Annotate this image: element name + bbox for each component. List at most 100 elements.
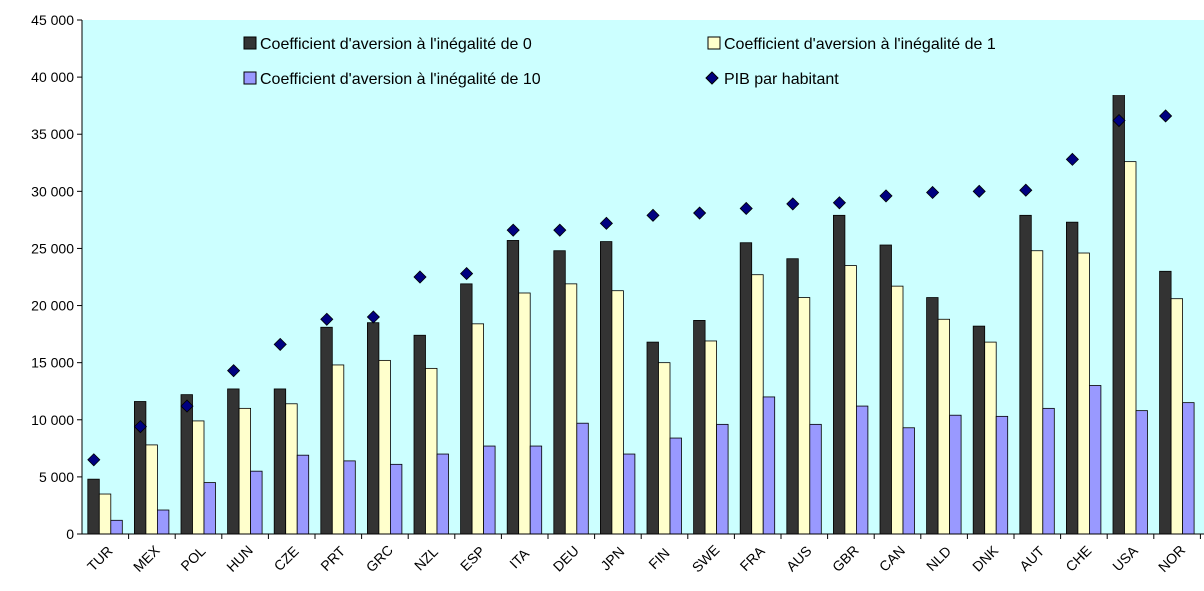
x-tick-label-pol: POL <box>177 543 208 574</box>
x-axis: TUR MEX POL HUN CZE PRT GRC NZL ESP ITA DEU JPN FIN S… <box>82 533 1204 576</box>
bar-nzl-series-1 <box>413 334 426 535</box>
x-tick-label-che: CHE <box>1062 542 1094 574</box>
y-tick-label: 10 000 <box>31 412 74 428</box>
legend-label-series-1: Coefficient d'aversion à l'inégalité de … <box>260 36 532 53</box>
bar-pol-series-2 <box>192 420 205 535</box>
bar-gbr-series-1 <box>833 214 846 535</box>
y-tick-label: 5 000 <box>39 469 74 485</box>
bar-hun-series-3 <box>250 470 263 535</box>
bar-nld-series-2 <box>937 318 950 535</box>
marker-fra-pib <box>739 201 753 216</box>
marker-ita-pib <box>506 223 520 237</box>
bar-aus-series-3 <box>809 423 822 535</box>
markers-layer <box>87 109 1173 467</box>
marker-aut-pib <box>1019 183 1033 197</box>
bar-nzl-series-2 <box>425 367 438 535</box>
x-tick-label-aut: AUT <box>1016 543 1047 574</box>
y-tick-label: 45 000 <box>31 12 74 28</box>
bar-deu-series-3 <box>576 422 589 535</box>
bar-tur-series-1 <box>87 478 100 535</box>
marker-aus-pib <box>786 197 800 211</box>
bar-dnk-series-2 <box>984 341 997 535</box>
marker-swe-pib <box>693 206 707 220</box>
x-tick-label-fra: FRA <box>737 542 769 574</box>
bar-hun-series-1 <box>227 388 240 535</box>
y-tick-label: 0 <box>66 526 74 542</box>
bar-esp-series-2 <box>471 323 485 535</box>
bar-grc-series-1 <box>366 322 380 535</box>
x-tick-label-fin: FIN <box>645 545 672 572</box>
marker-hun-pib <box>227 364 241 378</box>
legend-swatch-series-2 <box>707 36 721 50</box>
x-tick-label-grc: GRC <box>363 542 396 575</box>
bar-nor-series-2 <box>1170 298 1183 535</box>
bar-aus-series-2 <box>797 297 811 535</box>
marker-nor-pib <box>1159 109 1173 123</box>
plot-area <box>82 20 1204 534</box>
bar-deu-series-2 <box>564 283 578 535</box>
y-axis: 0 5 000 10 000 15 000 20 000 25 000 30 000 35 0… <box>31 12 83 542</box>
y-tick-label: 35 000 <box>31 126 74 142</box>
bar-esp-series-3 <box>483 445 496 535</box>
bar-nor-series-1 <box>1159 270 1172 535</box>
bar-prt-series-3 <box>343 460 356 535</box>
y-tick-label: 40 000 <box>31 69 74 85</box>
bar-aut-series-3 <box>1042 407 1055 535</box>
bar-deu-series-1 <box>553 250 566 535</box>
bar-prt-series-2 <box>331 364 345 535</box>
bar-dnk-series-3 <box>995 415 1009 535</box>
bar-fra-series-3 <box>762 396 776 535</box>
bar-grc-series-3 <box>389 463 403 535</box>
x-tick-label-aus: AUS <box>783 543 815 575</box>
marker-nld-pib <box>926 185 940 200</box>
marker-deu-pib <box>553 223 567 237</box>
x-tick-label-can: CAN <box>876 542 908 574</box>
x-tick-label-ita: ITA <box>506 545 532 571</box>
legend-background <box>205 25 1145 95</box>
legend-marker-series-4 <box>705 71 719 85</box>
bar-ita-series-2 <box>518 292 531 535</box>
bar-dnk-series-1 <box>972 325 986 535</box>
x-tick-label-nzl: NZL <box>411 543 441 573</box>
bar-gbr-series-2 <box>844 265 857 535</box>
bar-usa-series-3 <box>1135 410 1148 535</box>
marker-dnk-pib <box>972 184 986 198</box>
bar-can-series-2 <box>891 285 904 535</box>
bar-fra-series-1 <box>739 242 753 535</box>
x-tick-label-nld: NLD <box>923 543 954 574</box>
y-tick-label: 30 000 <box>31 183 74 199</box>
bar-cze-series-2 <box>285 403 298 535</box>
bar-aut-series-1 <box>1019 214 1032 535</box>
bar-swe-series-2 <box>704 340 717 535</box>
bar-cze-series-1 <box>273 388 287 535</box>
bar-swe-series-1 <box>693 320 706 535</box>
marker-esp-pib <box>460 267 474 281</box>
bar-ita-series-1 <box>506 240 520 535</box>
bar-tur-series-2 <box>98 493 112 535</box>
x-tick-label-swe: SWE <box>689 542 723 576</box>
bar-ita-series-3 <box>529 445 543 535</box>
marker-tur-pib <box>87 453 101 467</box>
marker-grc-pib <box>366 310 380 324</box>
x-tick-label-cze: CZE <box>271 543 302 574</box>
bar-fin-series-2 <box>658 362 671 535</box>
marker-usa-pib <box>1112 113 1126 128</box>
bars-layer <box>87 71 1195 535</box>
marker-cze-pib <box>273 337 287 351</box>
x-tick-label-deu: DEU <box>550 542 582 574</box>
bar-fin-series-3 <box>669 437 682 535</box>
bar-pol-series-3 <box>203 482 216 535</box>
x-tick-label-nor: NOR <box>1155 542 1188 575</box>
bar-usa-series-1 <box>1112 71 1125 535</box>
marker-pol-pib <box>180 399 194 413</box>
bar-nld-series-1 <box>926 297 939 535</box>
x-tick-label-prt: PRT <box>317 543 348 574</box>
bar-prt-series-1 <box>320 326 333 535</box>
marker-che-pib <box>1065 152 1079 166</box>
legend-swatch-series-3 <box>243 71 257 85</box>
bar-can-series-1 <box>879 244 892 535</box>
bar-usa-series-2 <box>1124 161 1137 535</box>
bar-jpn-series-1 <box>600 241 613 535</box>
bar-cze-series-3 <box>296 454 310 535</box>
marker-nzl-pib <box>413 270 427 284</box>
